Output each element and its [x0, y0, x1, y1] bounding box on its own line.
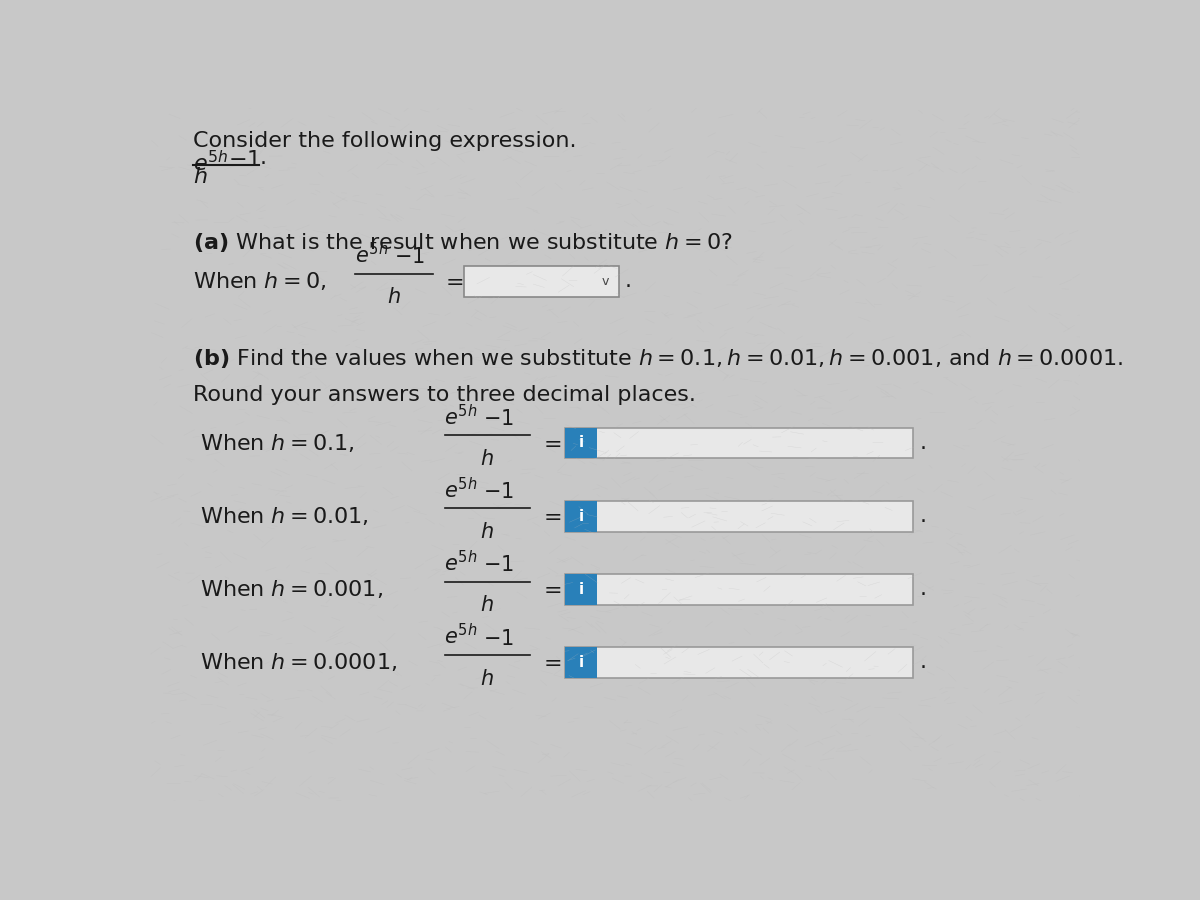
Text: $e^{5h}$: $e^{5h}$ [193, 150, 228, 176]
Text: i: i [578, 655, 583, 670]
Text: i: i [578, 581, 583, 597]
Text: $- 1$: $- 1$ [228, 150, 260, 170]
Bar [565, 500, 598, 532]
Bar [464, 266, 619, 297]
Text: v: v [601, 274, 608, 288]
Text: $- 1$: $- 1$ [484, 410, 514, 429]
Text: $e^{5h}$: $e^{5h}$ [444, 624, 478, 649]
Bar [565, 574, 598, 605]
Text: $e^{5h}$: $e^{5h}$ [444, 404, 478, 429]
Bar [565, 574, 913, 605]
Text: When $h = 0.1,$: When $h = 0.1,$ [200, 432, 355, 454]
Text: i: i [578, 436, 583, 450]
Text: When $h = 0.01,$: When $h = 0.01,$ [200, 505, 370, 527]
Text: $h$: $h$ [193, 166, 208, 186]
Text: .: . [919, 506, 926, 526]
Bar [565, 500, 913, 532]
Text: .: . [625, 271, 632, 292]
Bar [565, 647, 913, 678]
Text: $- 1$: $- 1$ [484, 628, 514, 649]
Text: $h$: $h$ [388, 287, 401, 308]
Text: .: . [260, 148, 268, 168]
Text: $=$: $=$ [539, 652, 562, 672]
Text: $h$: $h$ [480, 522, 494, 543]
Text: $h$: $h$ [480, 449, 494, 469]
Text: $h$: $h$ [480, 669, 494, 689]
Text: $- 1$: $- 1$ [394, 248, 425, 267]
Text: $- 1$: $- 1$ [484, 482, 514, 502]
Bar [565, 647, 598, 678]
Text: $- 1$: $- 1$ [484, 555, 514, 575]
Text: $\mathbf{(a)}$ What is the result when we substitute $h = 0$?: $\mathbf{(a)}$ What is the result when w… [193, 231, 732, 254]
Text: $e^{5h}$: $e^{5h}$ [444, 550, 478, 575]
Text: $\mathbf{(b)}$ Find the values when we substitute $h = 0.1, h = 0.01, h = 0.001$: $\mathbf{(b)}$ Find the values when we s… [193, 346, 1123, 370]
Text: $=$: $=$ [440, 271, 463, 292]
Text: .: . [919, 433, 926, 453]
Text: $=$: $=$ [539, 433, 562, 453]
Text: When $h = 0,$: When $h = 0,$ [193, 270, 326, 292]
Text: When $h = 0.0001,$: When $h = 0.0001,$ [200, 652, 397, 673]
Text: $=$: $=$ [539, 580, 562, 599]
Text: i: i [578, 508, 583, 524]
Text: $h$: $h$ [480, 596, 494, 616]
Text: Round your answers to three decimal places.: Round your answers to three decimal plac… [193, 385, 696, 405]
Text: When $h = 0.001,$: When $h = 0.001,$ [200, 579, 383, 600]
Text: Consider the following expression.: Consider the following expression. [193, 131, 576, 151]
Bar [565, 428, 598, 458]
Text: $e^{5h}$: $e^{5h}$ [355, 242, 389, 267]
Bar [565, 428, 913, 458]
Text: .: . [919, 652, 926, 672]
Text: .: . [919, 580, 926, 599]
Text: $e^{5h}$: $e^{5h}$ [444, 477, 478, 502]
Text: $=$: $=$ [539, 506, 562, 526]
